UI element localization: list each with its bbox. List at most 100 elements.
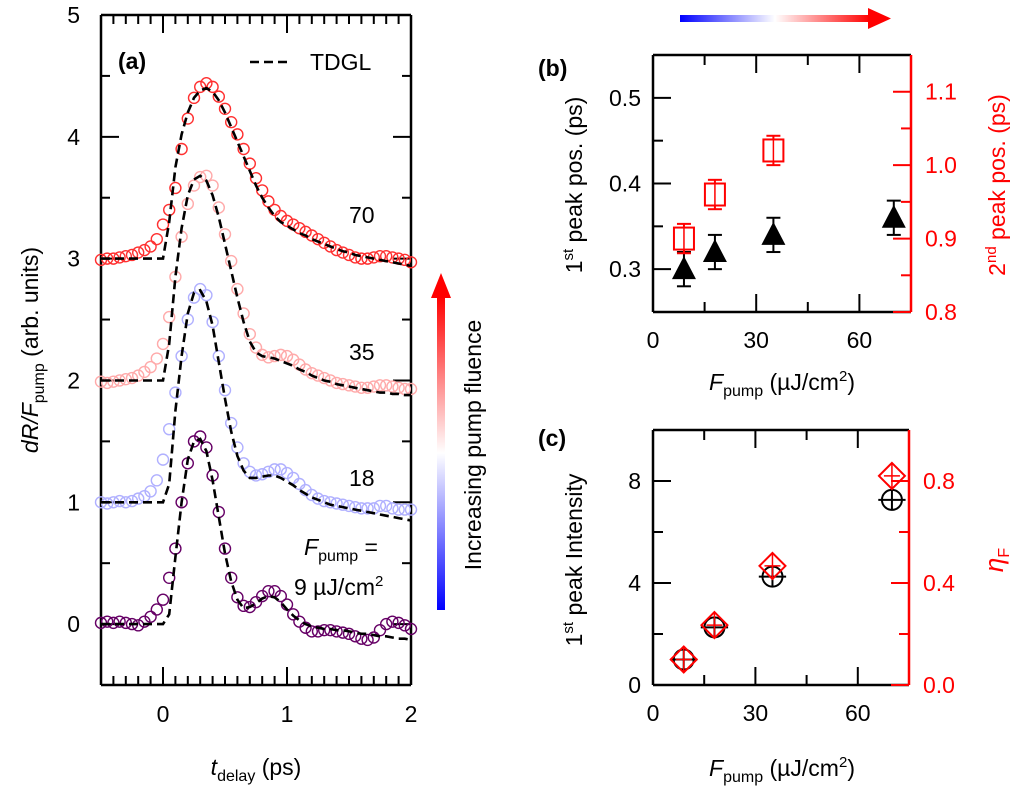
legend-tdgl-label: TDGL [310, 49, 372, 75]
data-point-70 [404, 256, 418, 269]
data-point-9 [336, 626, 349, 639]
data-point-9 [305, 625, 318, 638]
data-point-70 [336, 246, 349, 259]
data-point-35 [125, 371, 139, 385]
panel-a-y-tick-label: 0 [67, 611, 80, 637]
data-point-9 [231, 591, 244, 604]
data-point-9 [113, 615, 126, 628]
panel-c-left-y-tick-label: 8 [628, 468, 641, 494]
data-point-70 [162, 203, 176, 217]
data-point-35 [224, 254, 238, 268]
data-point-9 [100, 615, 114, 628]
panel-a-y-tick-label: 2 [67, 367, 80, 393]
panel-c-x-tick-label: 60 [845, 700, 871, 726]
data-point-35 [398, 382, 411, 396]
data-point-9 [224, 571, 238, 584]
data-point-35 [193, 170, 207, 184]
data-point-9 [237, 599, 250, 613]
data-point-9 [373, 623, 387, 637]
data-point-35 [187, 179, 201, 192]
data-point-70 [156, 218, 170, 231]
fluence-gradient-arrow-shaft [437, 296, 445, 610]
panel-b-left-y-tick-label: 0.3 [609, 256, 641, 282]
data-point-35 [249, 341, 263, 354]
data-point-9 [404, 622, 418, 636]
data-point-18 [373, 499, 387, 513]
panel-c-left-axis-label: 1st peak Intensity [560, 473, 587, 646]
data-point-35 [218, 228, 232, 241]
data-point-18 [150, 474, 164, 487]
data-point-18 [361, 502, 374, 515]
data-point-35 [373, 379, 387, 392]
panel-c-right-axis-label: ηF [979, 548, 1013, 572]
data-point-70 [280, 214, 294, 228]
tdgl-fit-line-9 [101, 437, 412, 642]
data-point-35 [380, 379, 393, 392]
data-point-35 [144, 360, 157, 374]
data-point-70 [349, 251, 362, 264]
data-point-35 [268, 349, 281, 363]
data-point-9 [262, 585, 275, 598]
data-point-18 [404, 503, 418, 516]
data-point-70 [324, 240, 337, 253]
data-point-35 [361, 381, 374, 394]
data-point-35 [280, 349, 294, 363]
panel-c-x-tick-label: 0 [647, 700, 660, 726]
data-point-70 [299, 225, 312, 239]
panel-b-right-y-tick-label: 0.8 [925, 299, 957, 325]
annotation-35: 35 [349, 339, 375, 365]
fluence-arrow-right-icon [868, 8, 891, 29]
data-point-9 [386, 615, 399, 628]
data-point-9 [150, 603, 164, 616]
data-point-35 [318, 371, 331, 385]
panel-b-right-y-tick-label: 1.0 [925, 152, 957, 178]
data-point-35 [367, 380, 380, 393]
data-point-70 [125, 248, 139, 262]
data-point-70 [169, 181, 182, 195]
panel-b-series-open-square [672, 134, 785, 255]
data-point-70 [237, 142, 250, 156]
data-point-9 [398, 619, 411, 632]
fluence-arrow-up-icon [431, 273, 451, 298]
data-point-35 [156, 337, 170, 351]
data-point-9 [274, 589, 287, 603]
data-point-70 [243, 157, 257, 170]
data-point-18 [398, 503, 411, 516]
data-point-70 [175, 142, 188, 156]
panel-a-x-tick-label: 2 [405, 701, 418, 727]
increasing-fluence-label: Increasing pump fluence [460, 320, 486, 571]
data-point-9 [212, 505, 226, 519]
data-point-18 [169, 386, 182, 399]
panel-b-series-filled-triangle [671, 199, 906, 288]
panel-c-right-y-tick-label: 0.4 [923, 570, 955, 596]
data-point-18 [144, 485, 157, 498]
tdgl-fit-line-18 [101, 288, 412, 522]
data-point-70 [293, 221, 306, 235]
data-point-35 [150, 352, 164, 365]
annotation-70: 70 [349, 202, 375, 228]
data-point-70 [138, 243, 151, 257]
data-point-9 [380, 617, 393, 631]
data-point-9 [361, 633, 374, 647]
data-point-9 [330, 625, 343, 638]
panel-a-y-tick-label: 3 [67, 246, 80, 272]
panel-c-right-y-tick-label: 0.8 [923, 468, 955, 494]
data-point-9 [392, 616, 405, 630]
data-point-70 [187, 91, 201, 105]
panel-c-x-tick-label: 30 [743, 700, 769, 726]
data-point-35 [131, 369, 145, 382]
triangle-marker [671, 256, 696, 280]
data-point-9 [311, 625, 325, 638]
panel-c-right-y-tick-label: 0.0 [923, 672, 955, 698]
panel-b-x-tick-label: 0 [647, 327, 660, 353]
data-point-70 [355, 252, 368, 265]
data-point-35 [386, 380, 399, 393]
data-point-35 [162, 310, 176, 324]
panel-c-left-y-tick-label: 4 [628, 570, 641, 596]
panel-a-y-tick-label: 5 [67, 2, 80, 28]
data-point-18 [386, 502, 399, 515]
panel-b-left-axis-label: 1st peak pos. (ps) [560, 97, 587, 274]
data-point-35 [100, 376, 114, 390]
panel-c-label: (c) [538, 425, 566, 451]
